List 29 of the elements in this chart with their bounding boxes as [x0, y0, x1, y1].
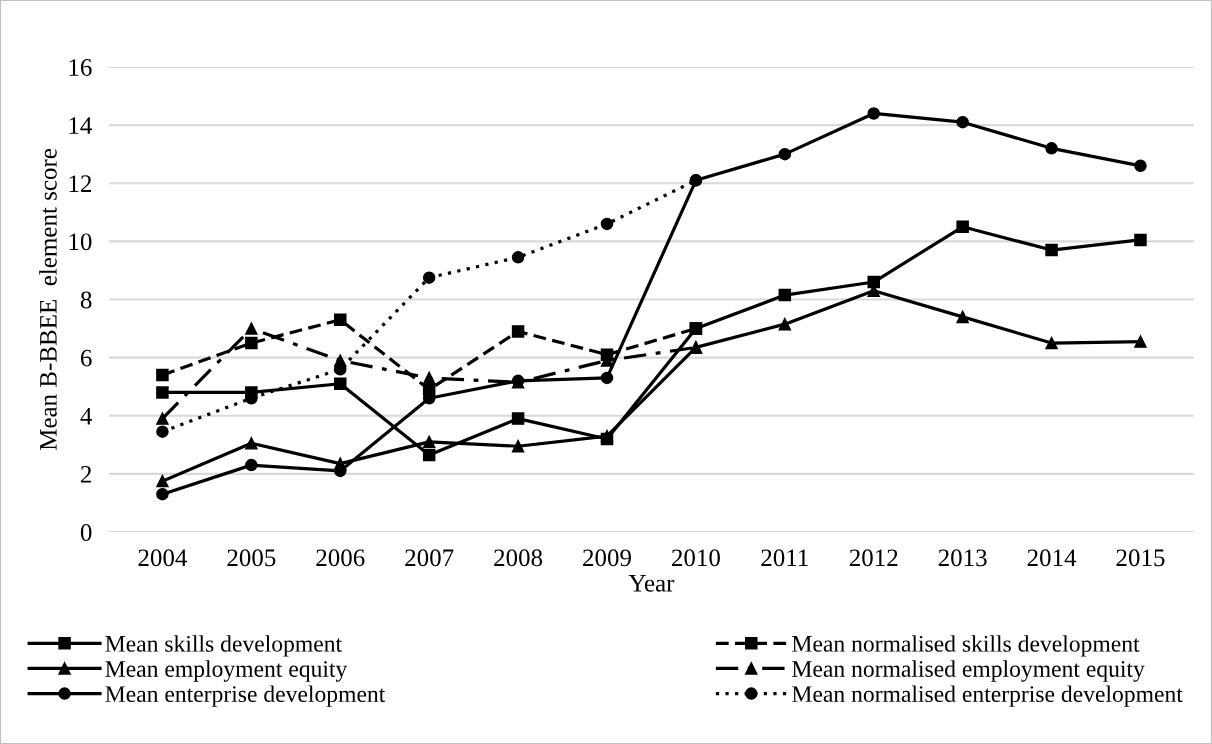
y-tick-label: 12: [69, 175, 92, 192]
x-tick-label: 2004: [138, 549, 188, 567]
y-tick-label: 10: [69, 233, 92, 251]
x-tick-label: 2009: [583, 549, 631, 567]
x-tick-label: 2006: [316, 549, 365, 567]
x-tick-label: 2014: [1027, 549, 1077, 567]
y-tick-label: 2: [81, 465, 92, 483]
y-tick-label: 6: [80, 349, 92, 367]
x-tick-label: 2015: [1116, 549, 1165, 567]
y-tick-label: 4: [80, 407, 93, 425]
y-tick-label: 16: [69, 59, 92, 76]
x-axis-title: Year: [628, 575, 675, 592]
y-axis-title: Mean B-BBEE element score: [39, 148, 57, 451]
legend-label: Mean employment equity: [105, 660, 348, 682]
x-tick-label: 2011: [761, 549, 808, 567]
legend-label: Mean normalised skills development: [792, 635, 1140, 657]
y-tick-label: 0: [80, 524, 92, 541]
x-tick-label: 2007: [405, 549, 454, 567]
x-tick-label: 2008: [494, 549, 543, 567]
x-tick-label: 2013: [938, 549, 987, 567]
legend-label: Mean normalised employment equity: [792, 660, 1145, 682]
legend-label: Mean enterprise development: [105, 685, 386, 707]
legend-label: Mean skills development: [105, 635, 342, 657]
x-tick-label: 2012: [849, 549, 898, 567]
x-tick-label: 2005: [227, 549, 276, 567]
y-tick-label: 8: [80, 291, 92, 309]
x-tick-label: 2010: [672, 549, 720, 567]
legend-label: Mean normalised enterprise development: [792, 685, 1183, 707]
y-tick-label: 14: [69, 117, 93, 134]
